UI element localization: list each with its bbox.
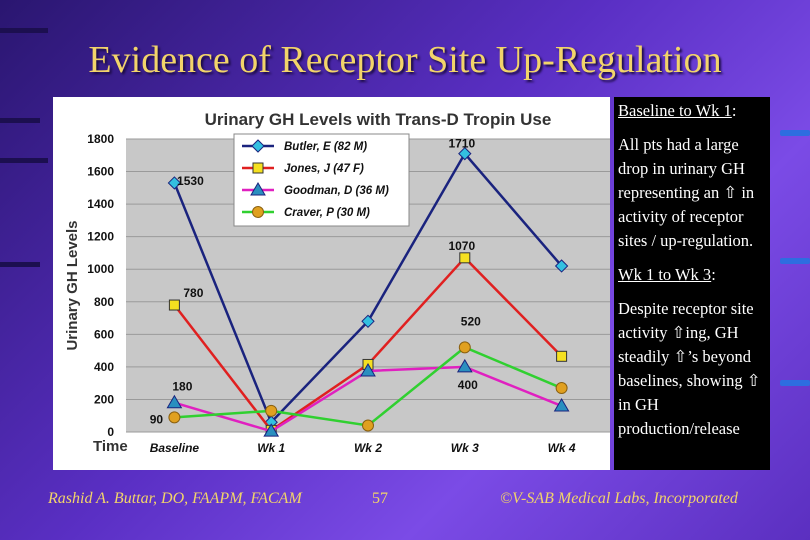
- x-tick-label: Wk 4: [548, 441, 576, 455]
- data-point: [553, 397, 570, 412]
- y-tick-label: 600: [94, 327, 114, 341]
- x-tick-label: Wk 3: [451, 441, 479, 455]
- legend-marker: [251, 139, 265, 153]
- y-tick-label: 1400: [87, 197, 114, 211]
- footer-page-number: 57: [372, 490, 388, 507]
- data-point: [362, 419, 374, 432]
- y-tick-label: 400: [94, 360, 114, 374]
- data-point: [263, 423, 280, 437]
- data-label: 520: [461, 314, 481, 328]
- note-heading-1-label: Baseline to Wk 1: [618, 101, 732, 120]
- note-heading-1-colon: :: [731, 101, 737, 120]
- line-chart: 0 200 400 600 800 1000 1200 1400 1600 1800 Baselin…: [64, 110, 610, 455]
- legend-marker: [252, 206, 264, 218]
- data-point: [458, 341, 471, 354]
- data-point: [168, 299, 180, 311]
- left-decoration: [0, 0, 60, 540]
- legend-marker: [252, 162, 264, 174]
- x-tick-label: Wk 1: [257, 441, 285, 455]
- data-point: [456, 358, 473, 373]
- y-tick-label: 1600: [87, 165, 114, 179]
- note-heading-2-label: Wk 1 to Wk 3: [618, 265, 712, 284]
- y-tick-label: 200: [94, 392, 114, 406]
- right-decoration: [770, 0, 810, 540]
- x-axis-label: Time: [93, 438, 128, 455]
- note-body-1: All pts had a large drop in urinary GH r…: [618, 135, 755, 250]
- y-axis-label: Urinary GH Levels: [64, 220, 81, 350]
- slide-title: Evidence of Receptor Site Up-Regulation: [88, 39, 722, 81]
- data-point: [556, 350, 568, 362]
- data-point: [361, 314, 375, 329]
- legend-entry: Butler, E (82 M): [284, 141, 367, 153]
- notes-panel: Baseline to Wk 1: All pts had a large dr…: [614, 97, 770, 470]
- y-tick-label: 1800: [87, 132, 114, 146]
- legend-entry: Craver, P (30 M): [284, 207, 370, 219]
- data-label: 90: [150, 412, 164, 426]
- data-label: 1710: [448, 137, 475, 151]
- footer-author: Rashid A. Buttar, DO, FAAPM, FACAM: [48, 490, 302, 507]
- y-tick-label: 0: [107, 425, 114, 439]
- data-point: [167, 176, 182, 190]
- x-tick-label: Baseline: [150, 441, 200, 455]
- data-label: 780: [183, 286, 203, 300]
- y-tick-label: 1200: [87, 230, 114, 244]
- data-point: [555, 382, 568, 395]
- data-point: [360, 362, 376, 377]
- legend-entry: Jones, J (47 F): [284, 163, 364, 175]
- data-point: [168, 411, 181, 424]
- data-point: [458, 146, 472, 161]
- data-point: [265, 404, 278, 417]
- y-tick-label: 1000: [87, 262, 114, 276]
- chart-title: Urinary GH Levels with Trans-D Tropin Us…: [205, 110, 552, 129]
- data-point: [459, 252, 471, 264]
- note-body-2: Despite receptor site activity ⇧ing, GH …: [618, 299, 761, 438]
- x-tick-label: Wk 2: [354, 441, 382, 455]
- note-heading-2-colon: :: [711, 265, 716, 284]
- data-point: [166, 394, 183, 409]
- data-label: 400: [458, 378, 478, 392]
- note-heading-1: Baseline to Wk 1:: [618, 99, 766, 123]
- data-point: [554, 259, 569, 273]
- note-heading-2: Wk 1 to Wk 3:: [618, 263, 766, 287]
- chart-panel: 0 200 400 600 800 1000 1200 1400 1600 1800 Baselin…: [53, 97, 610, 470]
- data-label: 1070: [448, 239, 475, 253]
- data-label: 180: [172, 380, 192, 394]
- legend-entry: Goodman, D (36 M): [284, 185, 389, 197]
- footer-company: ©V-SAB Medical Labs, Incorporated: [500, 490, 738, 507]
- y-tick-label: 800: [94, 295, 114, 309]
- legend-marker: [250, 182, 266, 196]
- data-label: 1530: [177, 174, 204, 188]
